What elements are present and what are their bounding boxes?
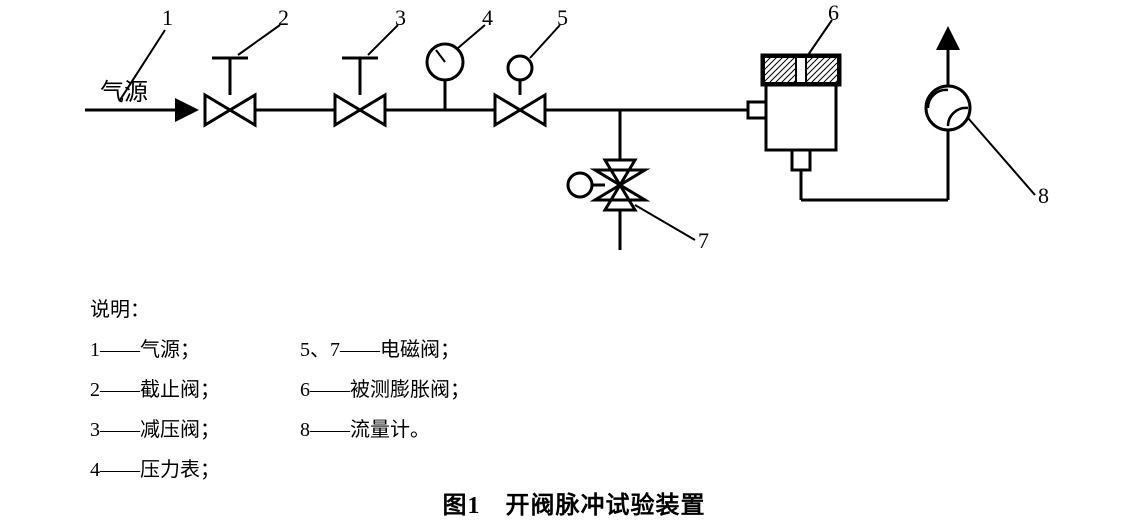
flow-meter-8	[926, 30, 970, 130]
callout-2: 2	[278, 5, 289, 30]
callout-5-leader	[530, 25, 560, 58]
callout-7-leader	[635, 205, 695, 240]
figure-caption: 图1 开阀脉冲试验装置	[0, 485, 1148, 520]
legend-col1-0: 1——气源；	[90, 330, 300, 370]
schematic-svg: 气源 1 2 3 4 5	[0, 0, 1148, 300]
pressure-gauge-4	[427, 44, 463, 110]
expansion-valve-6	[748, 55, 840, 170]
callout-3: 3	[395, 5, 406, 30]
legend-block: 说明： 1——气源； 5、7——电磁阀； 2——截止阀； 6——被测膨胀阀； 3…	[90, 290, 470, 490]
legend-title: 说明：	[90, 290, 470, 330]
callout-7: 7	[698, 228, 709, 253]
valve-2	[205, 58, 255, 125]
callout-6-leader	[808, 20, 832, 55]
callout-3-leader	[368, 25, 398, 55]
callout-4: 4	[482, 5, 493, 30]
callout-2-leader	[238, 25, 280, 55]
page-root: 气源 1 2 3 4 5	[0, 0, 1148, 526]
callout-8: 8	[1038, 183, 1049, 208]
legend-col1-3: 4——压力表；	[90, 450, 300, 490]
legend-col2-0: 5、7——电磁阀；	[300, 330, 460, 370]
callout-5: 5	[557, 5, 568, 30]
callout-8-leader	[968, 118, 1035, 195]
callout-4-leader	[458, 25, 485, 48]
valve-5	[495, 56, 545, 125]
legend-col1-2: 3——减压阀；	[90, 410, 300, 450]
callout-6: 6	[828, 0, 839, 25]
legend-col1-1: 2——截止阀；	[90, 370, 300, 410]
callout-1: 1	[162, 5, 173, 30]
valve-3	[335, 58, 385, 125]
legend-col2-2: 8——流量计。	[300, 410, 430, 450]
legend-col2-1: 6——被测膨胀阀；	[300, 370, 470, 410]
